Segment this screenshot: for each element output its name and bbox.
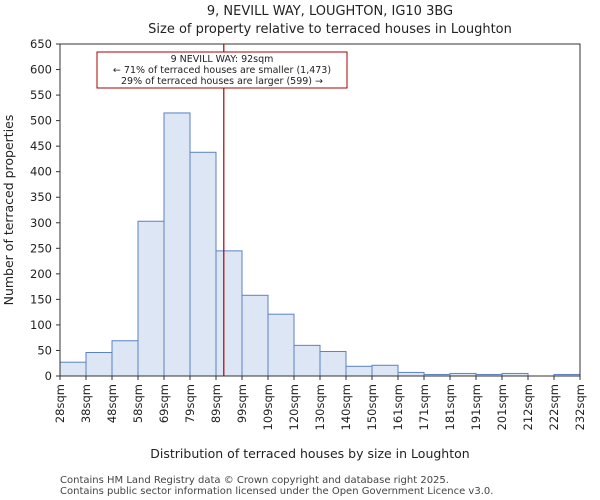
- y-tick-label-100: 100: [30, 318, 52, 332]
- bar-38sqm: [85, 352, 113, 377]
- bar-58sqm: [137, 220, 165, 377]
- x-tick-label-201sqm: 201sqm: [495, 384, 509, 430]
- x-tick-label-150sqm: 150sqm: [365, 384, 379, 430]
- bar-161sqm: [397, 371, 425, 377]
- bar-120sqm: [293, 344, 321, 377]
- x-tick-label-48sqm: 48sqm: [105, 384, 119, 423]
- bar-48sqm: [111, 340, 139, 377]
- x-tick-label-171sqm: 171sqm: [417, 384, 431, 430]
- bar-28sqm: [59, 361, 87, 377]
- bar-140sqm: [345, 365, 373, 377]
- bar-79sqm: [189, 151, 217, 377]
- x-tick-label-161sqm: 161sqm: [391, 384, 405, 430]
- x-tick-label-120sqm: 120sqm: [287, 384, 301, 430]
- y-axis-label: Number of terraced properties: [1, 115, 16, 306]
- annotation-line1: 9 NEVILL WAY: 92sqm: [171, 54, 274, 65]
- bar-109sqm: [267, 313, 295, 377]
- x-tick-label-109sqm: 109sqm: [261, 384, 275, 430]
- bar-69sqm: [163, 112, 191, 377]
- x-tick-label-28sqm: 28sqm: [53, 384, 67, 423]
- y-axis: 0 50 100 150 200 250 300 350 400 450 500 550 600 650: [30, 37, 60, 383]
- x-tick-label-58sqm: 58sqm: [131, 384, 145, 423]
- y-tick-label-350: 350: [30, 190, 52, 204]
- bar-150sqm: [371, 364, 399, 377]
- x-tick-label-181sqm: 181sqm: [443, 384, 457, 430]
- x-axis: 28sqm 38sqm 48sqm 58sqm 69sqm 79sqm 89sqm 99sqm…: [53, 376, 587, 430]
- x-tick-label-140sqm: 140sqm: [339, 384, 353, 430]
- x-tick-label-191sqm: 191sqm: [469, 384, 483, 430]
- annotation-line2: ← 71% of terraced houses are smaller (1,…: [113, 65, 331, 76]
- y-tick-label-250: 250: [30, 241, 52, 255]
- y-tick-label-200: 200: [30, 267, 52, 281]
- x-tick-label-89sqm: 89sqm: [209, 384, 223, 423]
- y-tick-label-600: 600: [30, 63, 52, 77]
- footer-line1: Contains HM Land Registry data © Crown c…: [60, 475, 449, 486]
- y-tick-label-500: 500: [30, 114, 52, 128]
- y-tick-label-450: 450: [30, 139, 52, 153]
- annotation-border: [96, 51, 348, 89]
- x-tick-label-38sqm: 38sqm: [79, 384, 93, 423]
- x-tick-label-130sqm: 130sqm: [313, 384, 327, 430]
- x-tick-label-79sqm: 79sqm: [183, 384, 197, 423]
- x-tick-label-232sqm: 232sqm: [573, 384, 587, 430]
- x-axis-label: Distribution of terraced houses by size …: [150, 446, 469, 461]
- chart-title-line1: 9, NEVILL WAY, LOUGHTON, IG10 3BG: [207, 4, 453, 19]
- bar-130sqm: [319, 350, 347, 377]
- bar-89sqm: [215, 250, 243, 377]
- y-tick-label-650: 650: [30, 37, 52, 51]
- y-tick-label-400: 400: [30, 165, 52, 179]
- chart-title-line2: Size of property relative to terraced ho…: [148, 22, 512, 37]
- plot-frame: [59, 43, 581, 377]
- x-tick-label-99sqm: 99sqm: [235, 384, 249, 423]
- x-tick-label-222sqm: 222sqm: [547, 384, 561, 430]
- y-tick-label-150: 150: [30, 292, 52, 306]
- y-tick-label-50: 50: [37, 343, 52, 357]
- footer-line2: Contains public sector information licen…: [60, 486, 493, 497]
- annotation-box: 9 NEVILL WAY: 92sqm ← 71% of terraced ho…: [96, 51, 348, 89]
- y-tick-label-300: 300: [30, 216, 52, 230]
- x-tick-label-212sqm: 212sqm: [521, 384, 535, 430]
- bar-99sqm: [241, 294, 269, 377]
- y-tick-label-550: 550: [30, 88, 52, 102]
- x-tick-label-69sqm: 69sqm: [157, 384, 171, 423]
- bars: [59, 112, 581, 377]
- y-tick-label-0: 0: [45, 369, 52, 383]
- annotation-line3: 29% of terraced houses are larger (599) …: [121, 76, 323, 87]
